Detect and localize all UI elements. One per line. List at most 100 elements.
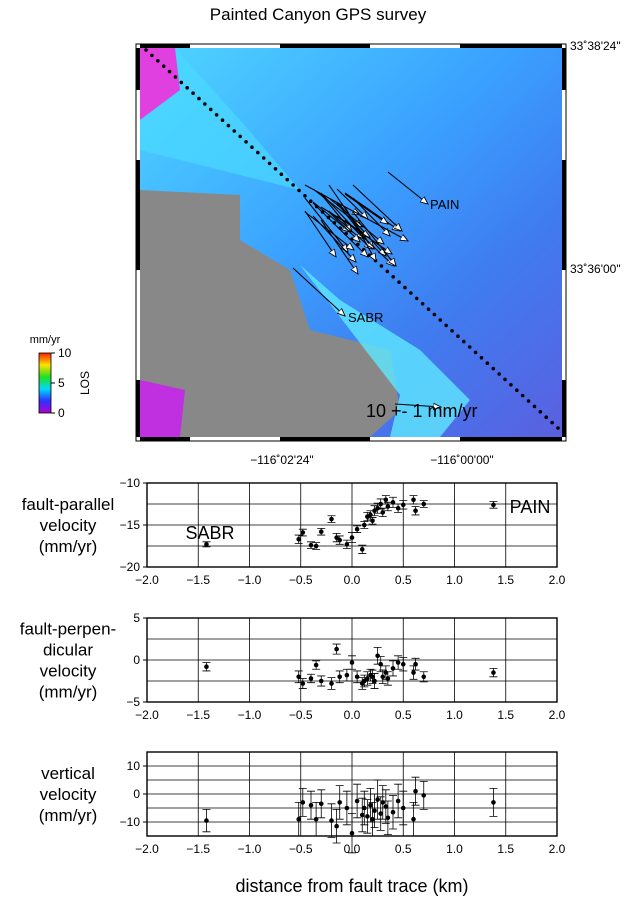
- data-point: [350, 535, 355, 540]
- y-tick-label: −10: [120, 815, 141, 829]
- y-axis-label: fault-parallel: [22, 495, 115, 514]
- data-point: [491, 800, 496, 805]
- colorbar-tick-label: 5: [58, 376, 65, 390]
- title: Painted Canyon GPS survey: [210, 5, 427, 24]
- fault-dot: [197, 97, 201, 101]
- data-point: [355, 799, 360, 804]
- lon-label: −116˚02'24": [250, 453, 313, 467]
- fault-dot: [250, 145, 254, 149]
- data-point: [413, 662, 418, 667]
- fault-dot: [232, 129, 236, 133]
- data-point: [334, 824, 339, 829]
- scale-label: 10 +- 1 mm/yr: [366, 401, 478, 421]
- annotation: PAIN: [510, 497, 551, 517]
- data-point: [329, 681, 334, 686]
- station-label: PAIN: [430, 197, 459, 212]
- data-point: [491, 670, 496, 675]
- data-point: [375, 654, 380, 659]
- data-point: [360, 547, 365, 552]
- x-tick-label: 1.5: [497, 708, 514, 722]
- data-point: [401, 503, 406, 508]
- data-point: [362, 523, 367, 528]
- frame-segment: [562, 160, 566, 270]
- data-point: [411, 817, 416, 822]
- y-axis-label: vertical: [41, 764, 95, 783]
- fault-dot: [509, 383, 513, 387]
- data-point: [309, 803, 314, 808]
- data-point: [384, 670, 389, 675]
- data-point: [350, 660, 355, 665]
- data-point: [319, 802, 324, 807]
- x-tick-label: 1.0: [446, 842, 463, 856]
- y-tick-label: −20: [120, 560, 141, 574]
- fault-dot: [415, 297, 419, 301]
- data-point: [411, 670, 416, 675]
- x-tick-label: −1.5: [186, 573, 210, 587]
- y-tick-label: −5: [126, 695, 140, 709]
- data-point: [413, 508, 418, 513]
- frame-segment: [140, 437, 190, 441]
- data-point: [204, 664, 209, 669]
- fault-dot: [521, 394, 525, 398]
- x-tick-label: −1.0: [238, 573, 262, 587]
- data-point: [370, 519, 375, 524]
- y-axis-label: dicular: [43, 641, 93, 660]
- x-tick-label: 0.5: [395, 842, 412, 856]
- fault-dot: [550, 421, 554, 425]
- data-point: [309, 676, 314, 681]
- fault-dot: [174, 75, 178, 79]
- data-point: [378, 811, 383, 816]
- data-point: [391, 810, 396, 815]
- data-point: [301, 681, 306, 686]
- frame-segment: [280, 44, 370, 48]
- x-tick-label: 1.5: [497, 842, 514, 856]
- data-point: [372, 809, 377, 814]
- fault-dot: [527, 399, 531, 403]
- map: PAIN SABR 10 +- 1 mm/yr 33˚38'24" 33˚36'…: [30, 39, 621, 467]
- fault-dot: [544, 415, 548, 419]
- fault-dot: [397, 280, 401, 284]
- fault-dot: [409, 291, 413, 295]
- data-point: [296, 537, 301, 542]
- data-point: [314, 544, 319, 549]
- data-point: [329, 517, 334, 522]
- x-tick-label: 0.5: [395, 573, 412, 587]
- fault-dot: [191, 91, 195, 95]
- data-point: [391, 666, 396, 671]
- fault-dot: [539, 410, 543, 414]
- x-tick-label: 1.0: [446, 573, 463, 587]
- fault-dot: [262, 156, 266, 160]
- fault-dot: [238, 135, 242, 139]
- fault-dot: [403, 286, 407, 290]
- frame-segment: [280, 437, 370, 441]
- x-tick-label: −2.0: [135, 573, 159, 587]
- fault-dot: [391, 275, 395, 279]
- fault-dot: [421, 302, 425, 306]
- data-point: [380, 675, 385, 680]
- data-point: [296, 817, 301, 822]
- fault-dot: [480, 356, 484, 360]
- data-point: [386, 504, 391, 509]
- data-point: [384, 804, 389, 809]
- y-axis-label: (mm/yr): [39, 537, 98, 556]
- x-tick-label: 2.0: [549, 708, 566, 722]
- frame-segment: [460, 437, 562, 441]
- data-point: [396, 660, 401, 665]
- fault-dot: [156, 59, 160, 63]
- frame-segment: [136, 160, 140, 270]
- data-point: [365, 814, 370, 819]
- data-point: [314, 663, 319, 668]
- fault-dot: [515, 388, 519, 392]
- x-tick-label: −1.5: [186, 842, 210, 856]
- data-point: [375, 797, 380, 802]
- x-axis-label: distance from fault trace (km): [235, 876, 468, 896]
- data-point: [204, 818, 209, 823]
- annotation: SABR: [185, 523, 234, 543]
- fault-dot: [244, 140, 248, 144]
- fault-dot: [450, 329, 454, 333]
- figure: Painted Canyon GPS survey PAIN SABR 10 +…: [0, 0, 637, 901]
- fault-dot: [215, 113, 219, 117]
- data-point: [386, 676, 391, 681]
- fault-dot: [162, 64, 166, 68]
- x-tick-label: 2.0: [549, 842, 566, 856]
